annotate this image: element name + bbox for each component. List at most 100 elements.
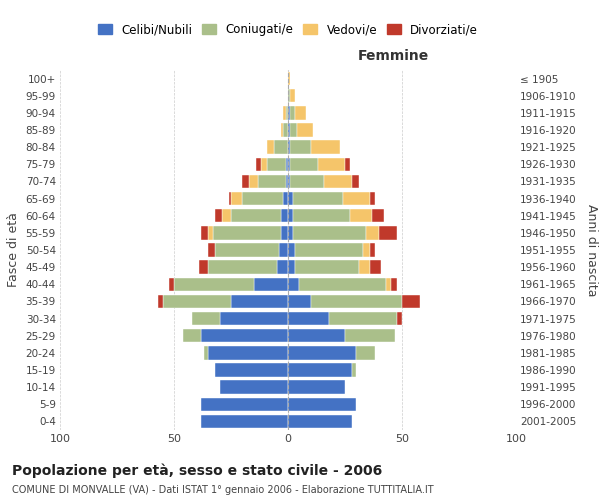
Bar xyxy=(288,260,295,274)
Bar xyxy=(370,244,374,256)
Text: COMUNE DI MONVALLE (VA) - Dati ISTAT 1° gennaio 2006 - Elaborazione TUTTITALIA.I: COMUNE DI MONVALLE (VA) - Dati ISTAT 1° … xyxy=(12,485,434,495)
Bar xyxy=(295,260,359,274)
Bar xyxy=(363,244,370,256)
Bar xyxy=(293,192,343,205)
Bar xyxy=(268,158,286,171)
Bar xyxy=(317,158,345,171)
Bar xyxy=(260,158,268,171)
Bar xyxy=(215,209,222,222)
Bar xyxy=(288,192,293,205)
Bar xyxy=(174,278,254,291)
Bar xyxy=(202,329,288,342)
Bar xyxy=(293,226,365,239)
Bar xyxy=(231,209,281,222)
Bar xyxy=(286,174,288,188)
Bar xyxy=(283,106,286,120)
Bar xyxy=(290,158,317,171)
Bar xyxy=(220,380,288,394)
Bar xyxy=(202,414,288,428)
Bar xyxy=(208,260,277,274)
Bar xyxy=(268,140,274,154)
Bar xyxy=(295,106,306,120)
Bar xyxy=(290,140,311,154)
Bar xyxy=(203,346,208,360)
Bar xyxy=(345,158,350,171)
Bar xyxy=(288,244,295,256)
Text: Popolazione per età, sesso e stato civile - 2006: Popolazione per età, sesso e stato civil… xyxy=(12,464,382,478)
Bar xyxy=(215,244,279,256)
Bar xyxy=(290,89,295,102)
Bar xyxy=(299,278,386,291)
Bar xyxy=(329,312,397,326)
Bar xyxy=(288,294,311,308)
Bar xyxy=(231,192,242,205)
Bar xyxy=(281,226,288,239)
Bar xyxy=(220,312,288,326)
Bar xyxy=(242,174,249,188)
Bar xyxy=(288,346,356,360)
Bar xyxy=(286,158,288,171)
Legend: Celibi/Nubili, Coniugati/e, Vedovi/e, Divorziati/e: Celibi/Nubili, Coniugati/e, Vedovi/e, Di… xyxy=(93,18,483,40)
Bar xyxy=(254,278,288,291)
Bar xyxy=(352,174,359,188)
Bar xyxy=(352,364,356,376)
Bar xyxy=(359,260,370,274)
Bar xyxy=(370,192,374,205)
Bar xyxy=(183,329,202,342)
Bar xyxy=(311,140,340,154)
Bar xyxy=(281,209,288,222)
Bar xyxy=(288,106,290,120)
Bar xyxy=(283,124,288,136)
Bar xyxy=(297,124,313,136)
Bar xyxy=(295,244,363,256)
Text: Femmine: Femmine xyxy=(357,49,428,63)
Bar xyxy=(242,192,283,205)
Bar xyxy=(208,226,213,239)
Bar xyxy=(256,158,260,171)
Bar xyxy=(283,192,288,205)
Bar xyxy=(391,278,397,291)
Bar xyxy=(202,226,208,239)
Bar xyxy=(259,174,286,188)
Bar xyxy=(370,260,382,274)
Bar xyxy=(288,209,293,222)
Bar xyxy=(274,140,288,154)
Bar xyxy=(379,226,397,239)
Bar xyxy=(163,294,231,308)
Bar xyxy=(288,398,356,411)
Y-axis label: Anni di nascita: Anni di nascita xyxy=(585,204,598,296)
Bar xyxy=(397,312,402,326)
Bar xyxy=(222,209,231,222)
Bar xyxy=(356,346,374,360)
Bar xyxy=(288,329,345,342)
Bar xyxy=(325,174,352,188)
Bar xyxy=(288,364,352,376)
Bar xyxy=(288,312,329,326)
Bar xyxy=(402,294,420,308)
Bar xyxy=(288,226,293,239)
Bar xyxy=(288,174,290,188)
Bar xyxy=(213,226,281,239)
Bar xyxy=(231,294,288,308)
Bar xyxy=(202,398,288,411)
Bar xyxy=(345,329,395,342)
Y-axis label: Fasce di età: Fasce di età xyxy=(7,212,20,288)
Bar xyxy=(169,278,174,291)
Bar xyxy=(281,124,283,136)
Bar xyxy=(290,106,295,120)
Bar xyxy=(350,209,373,222)
Bar xyxy=(290,124,297,136)
Bar xyxy=(288,140,290,154)
Bar xyxy=(290,174,325,188)
Bar xyxy=(158,294,163,308)
Bar xyxy=(288,72,290,86)
Bar xyxy=(288,414,352,428)
Bar xyxy=(343,192,370,205)
Bar xyxy=(277,260,288,274)
Bar xyxy=(208,244,215,256)
Bar xyxy=(293,209,350,222)
Bar xyxy=(365,226,379,239)
Bar xyxy=(215,364,288,376)
Bar xyxy=(288,89,290,102)
Bar xyxy=(229,192,231,205)
